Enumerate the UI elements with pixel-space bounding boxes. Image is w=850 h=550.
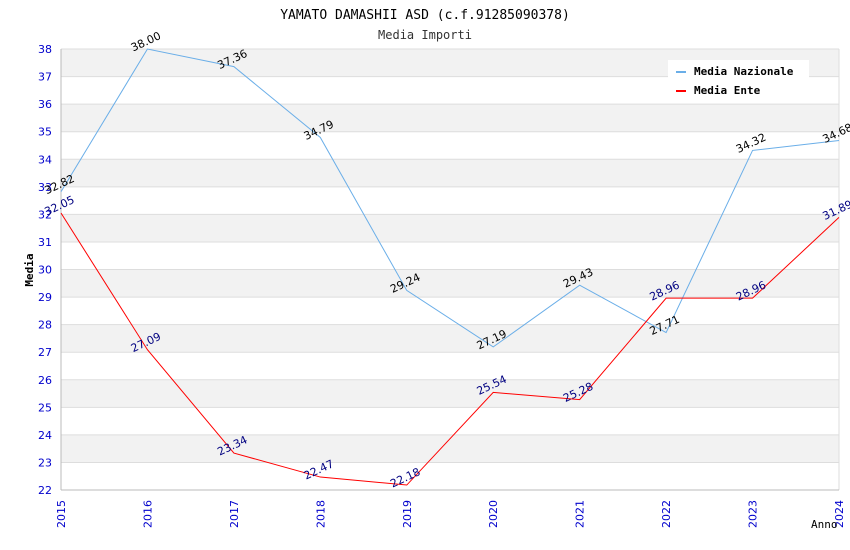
x-tick-label: 2021	[574, 500, 587, 528]
x-tick-label: 2022	[660, 500, 673, 528]
y-tick-label: 26	[38, 374, 52, 387]
plot-bands	[61, 49, 839, 490]
plot-band	[61, 131, 839, 160]
y-tick-label: 35	[38, 126, 52, 139]
plot-band	[61, 434, 839, 463]
y-axis-ticks: 22 23 24 25 26 27 28 29 30 31 32 33 34 35 36 37 38	[38, 43, 52, 497]
y-tick-label: 27	[38, 346, 52, 359]
y-tick-label: 33	[38, 181, 52, 194]
plot-band	[61, 186, 839, 215]
y-tick-label: 25	[38, 401, 52, 414]
legend-label-media-ente: Media Ente	[694, 84, 761, 97]
legend-box	[668, 60, 809, 103]
plot-band	[61, 462, 839, 490]
series-line-media-ente	[60, 212, 840, 486]
y-tick-label: 28	[38, 319, 52, 332]
chart-title: YAMATO DAMASHII ASD (c.f.91285090378)	[280, 8, 570, 23]
y-tick-label: 34	[38, 153, 52, 166]
x-tick-label: 2024	[833, 500, 846, 528]
series-layer	[60, 48, 840, 486]
y-tick-label: 38	[38, 43, 52, 56]
x-tick-label: 2017	[228, 500, 241, 528]
x-tick-label: 2020	[487, 500, 500, 528]
y-tick-label: 37	[38, 71, 52, 84]
y-tick-label: 36	[38, 98, 52, 111]
y-tick-label: 30	[38, 264, 52, 277]
x-tick-label: 2016	[141, 500, 154, 528]
y-tick-label: 22	[38, 484, 52, 497]
y-tick-label: 24	[38, 429, 52, 442]
y-tick-label: 32	[38, 208, 52, 221]
plot-band	[61, 214, 839, 242]
legend: Media Nazionale Media Ente	[668, 60, 809, 103]
series-line-media-nazionale	[60, 48, 840, 348]
plot-band	[61, 297, 839, 325]
plot-band	[61, 379, 839, 408]
plot-band	[61, 352, 839, 380]
plot-band	[61, 269, 839, 298]
legend-label-media-nazionale: Media Nazionale	[694, 65, 794, 78]
plot-band	[61, 324, 839, 353]
x-tick-label: 2015	[55, 500, 68, 528]
y-tick-label: 31	[38, 236, 52, 249]
x-tick-label: 2023	[747, 500, 760, 528]
y-axis-label: Media	[23, 253, 36, 286]
plot-band	[61, 241, 839, 270]
y-tick-label: 29	[38, 291, 52, 304]
x-tick-label: 2018	[314, 500, 327, 528]
plot-band	[61, 407, 839, 435]
x-axis-label: Anno	[811, 518, 838, 531]
y-tick-label: 23	[38, 456, 52, 469]
grid-lines	[61, 48, 840, 491]
x-tick-label: 2019	[401, 500, 414, 528]
chart-subtitle: Media Importi	[378, 28, 472, 42]
plot-band	[61, 104, 839, 132]
x-axis-ticks: 2015 2016 2017 2018 2019 2020 2021 2022 2023 2024	[55, 500, 846, 528]
plot-band	[61, 159, 839, 187]
